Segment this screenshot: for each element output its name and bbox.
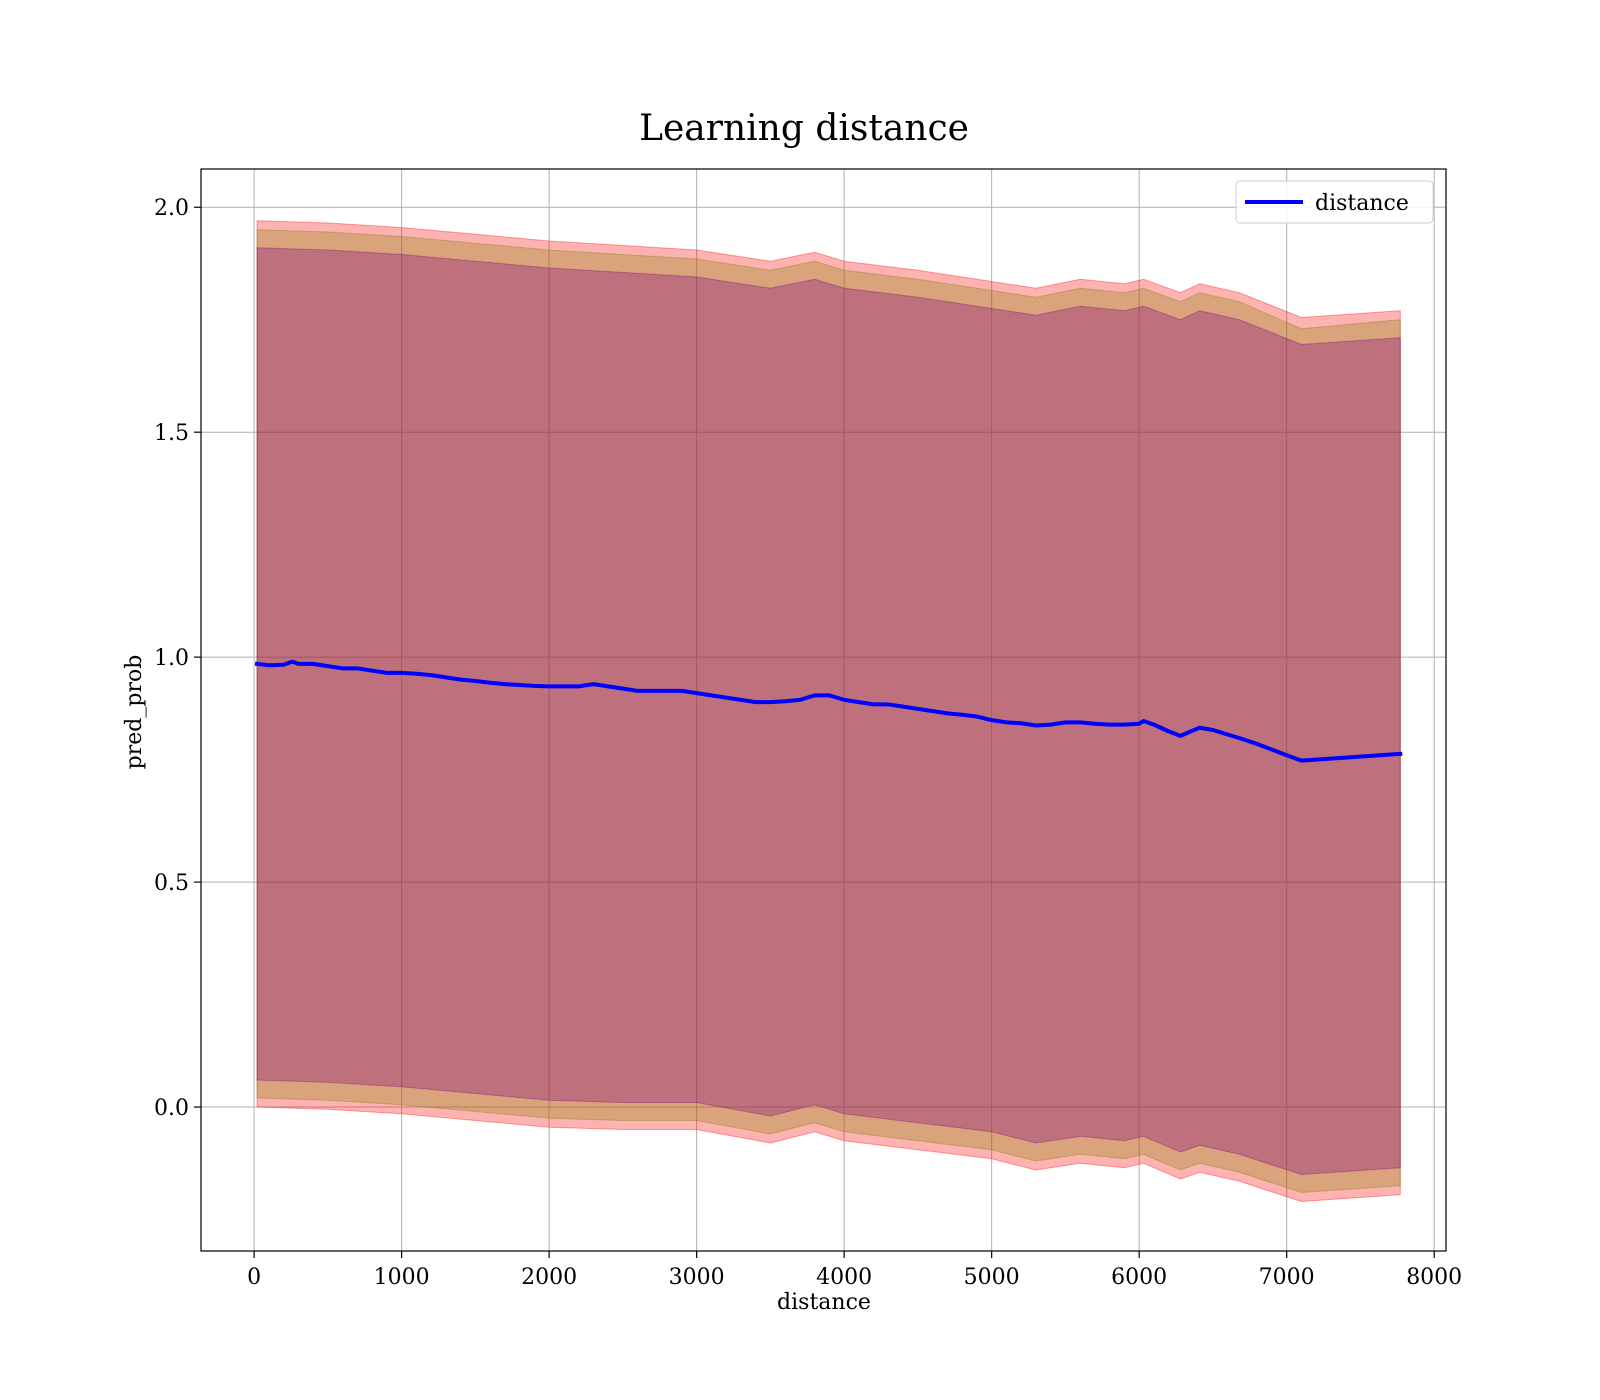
x-tick-label: 4000 xyxy=(816,1265,872,1290)
chart-title: Learning distance xyxy=(639,108,969,149)
confidence-band-1 xyxy=(256,220,1401,1203)
y-tick-label: 0.5 xyxy=(154,871,189,896)
confidence-band-2 xyxy=(256,229,1401,1194)
legend-box xyxy=(1235,180,1434,224)
y-tick-label: 2.0 xyxy=(154,196,189,221)
plot-frame xyxy=(200,168,1447,1252)
confidence-bands xyxy=(256,220,1401,1203)
series-lines xyxy=(254,659,1403,763)
x-axis-label: distance xyxy=(777,1290,871,1315)
legend-label: distance xyxy=(1315,191,1409,216)
y-axis-label: pred_prob xyxy=(122,655,147,770)
y-tick-label: 1.0 xyxy=(154,646,189,671)
x-tick-label: 7000 xyxy=(1259,1265,1315,1290)
x-tick-label: 8000 xyxy=(1406,1265,1462,1290)
x-tick-label: 2000 xyxy=(521,1265,577,1290)
x-tick-label: 5000 xyxy=(964,1265,1020,1290)
axes: 0 1000 2000 3000 4000 5000 6000 7000 8000 0.0 0.5 1… xyxy=(154,168,1462,1290)
series-line-1 xyxy=(254,659,1403,763)
confidence-band-3 xyxy=(256,247,1401,1176)
x-tick-label: 3000 xyxy=(669,1265,725,1290)
legend: distance xyxy=(1235,180,1434,224)
x-tick-label: 1000 xyxy=(374,1265,430,1290)
x-tick-label: 0 xyxy=(247,1265,261,1290)
x-tick-label: 6000 xyxy=(1111,1265,1167,1290)
y-tick-label: 0.0 xyxy=(154,1096,189,1121)
y-tick-label: 1.5 xyxy=(154,421,189,446)
